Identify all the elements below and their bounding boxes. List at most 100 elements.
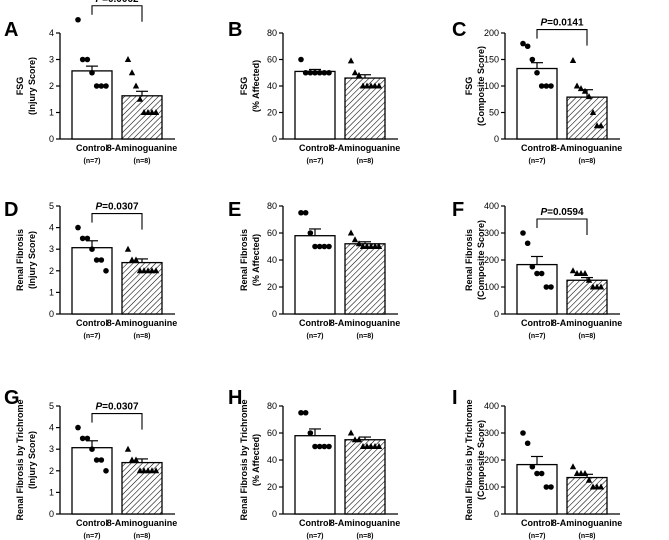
p-value-label-d: P=0.0307	[95, 202, 139, 213]
point-aminoguanine-g	[152, 467, 160, 474]
y-tick-label-f: 200	[484, 255, 499, 265]
point-aminoguanine-b	[347, 57, 355, 64]
point-control-b	[298, 56, 304, 63]
group-n-label-c: (n=7)	[529, 158, 546, 165]
ylabel-line-i: (Composite Score)	[476, 420, 486, 500]
group-n-label-g: (n=7)	[84, 533, 101, 540]
ylabel-line-a: FSG	[15, 77, 25, 96]
point-control-a	[79, 56, 86, 63]
group-n-label-b: (n=7)	[307, 158, 324, 165]
ylabel-line-h: Renal Fibrosis by Trichrome	[239, 399, 249, 520]
point-control-i	[524, 440, 531, 447]
p-value-label-c: P=0.0141	[540, 18, 584, 29]
point-control-b	[326, 69, 332, 76]
bar-control-a	[71, 70, 113, 140]
y-tick-label-g: 3	[49, 444, 54, 454]
y-tick-label-a: 4	[49, 28, 54, 38]
ylabel-line-i: Renal Fibrosis by Trichrome	[464, 399, 474, 520]
point-control-e	[321, 243, 328, 250]
y-tick-label-e: 20	[267, 282, 277, 292]
y-tick-label-g: 0	[49, 509, 54, 519]
point-aminoguanine-g	[124, 445, 132, 452]
category-label-f: 8-Aminoguanine	[552, 318, 623, 328]
y-tick-label-d: 5	[49, 201, 54, 211]
point-control-h	[302, 409, 309, 416]
bar-aminoguanine-c	[566, 96, 608, 140]
point-control-c	[524, 43, 531, 50]
point-aminoguanine-h	[347, 429, 355, 436]
bar-control-b	[294, 70, 336, 140]
bar-aminoguanine-h	[344, 439, 386, 515]
y-tick-label-h: 80	[267, 401, 277, 411]
ylabel-line-g: Renal Fibrosis by Trichrome	[15, 399, 25, 520]
point-control-b	[312, 69, 318, 76]
category-label-h: 8-Aminoguanine	[330, 518, 401, 528]
bar-control-g	[71, 447, 113, 515]
y-tick-label-f: 0	[494, 309, 499, 319]
y-tick-label-b: 80	[267, 28, 277, 38]
point-control-d	[103, 268, 109, 274]
point-aminoguanine-d	[132, 256, 140, 263]
point-aminoguanine-f	[573, 270, 581, 276]
p-value-label-a-p: P	[95, 0, 102, 5]
ylabel-line-c: (Composite Score)	[476, 46, 486, 126]
point-aminoguanine-c	[585, 93, 593, 100]
p-value-label-c-p: P	[540, 18, 547, 29]
ylabel-line-d: Renal Fibrosis	[15, 229, 25, 291]
panel-letter-e: E	[228, 199, 241, 221]
point-control-a	[103, 83, 109, 89]
point-control-h	[307, 430, 314, 436]
point-control-f	[548, 284, 554, 290]
ylabel-line-e: (% Affected)	[251, 234, 261, 286]
point-aminoguanine-c	[589, 109, 597, 115]
ylabel-line-f: (Composite Score)	[476, 220, 486, 300]
panel-letter-a: A	[4, 19, 18, 41]
point-aminoguanine-c	[569, 57, 577, 64]
panel-letter-h: H	[228, 387, 242, 409]
point-aminoguanine-h	[355, 436, 363, 443]
y-tick-label-h: 40	[267, 455, 277, 465]
point-aminoguanine-b	[351, 69, 359, 76]
p-value-label-f-value: =0.0594	[547, 207, 584, 218]
ylabel-line-c: FSG	[464, 77, 474, 96]
group-n-label-e: (n=8)	[357, 333, 374, 340]
point-aminoguanine-a	[124, 56, 132, 62]
point-control-f	[520, 230, 526, 236]
point-aminoguanine-a	[128, 69, 136, 76]
point-control-h	[321, 443, 328, 450]
point-control-i	[529, 463, 536, 470]
ylabel-line-f: Renal Fibrosis	[464, 229, 474, 291]
panel-d: D Renal Fibrosis (Injury Score) 0 1 2 3 4 5 Contr…	[4, 199, 177, 340]
y-tick-label-h: 20	[267, 482, 277, 492]
p-value-label-c-value: =0.0141	[547, 18, 584, 29]
point-control-d	[93, 257, 100, 263]
category-label-a: 8-Aminoguanine	[107, 143, 178, 153]
panel-i: I Renal Fibrosis by Trichrome (Composite S…	[452, 387, 622, 540]
category-label-e: Control	[299, 318, 331, 328]
bar-aminoguanine-e	[344, 243, 386, 315]
group-n-label-d: (n=8)	[134, 333, 151, 340]
point-control-g	[93, 457, 100, 463]
point-control-a	[98, 83, 105, 89]
p-value-label-g-value: =0.0307	[102, 402, 139, 413]
y-tick-label-a: 2	[49, 81, 54, 91]
point-control-e	[326, 243, 332, 250]
ylabel-line-a: (Injury Score)	[27, 57, 37, 115]
point-control-e	[302, 209, 309, 216]
point-control-i	[543, 484, 550, 490]
point-aminoguanine-b	[375, 82, 383, 89]
point-control-a	[75, 16, 81, 23]
point-control-d	[89, 246, 95, 252]
y-tick-label-i: 0	[494, 509, 499, 519]
point-aminoguanine-i	[577, 470, 585, 476]
point-control-c	[548, 83, 554, 89]
point-control-f	[534, 270, 540, 277]
point-control-i	[520, 430, 526, 436]
y-tick-label-a: 0	[49, 134, 54, 144]
group-n-label-e: (n=7)	[307, 333, 324, 340]
point-aminoguanine-i	[597, 483, 605, 490]
point-control-g	[103, 468, 109, 474]
category-label-h: Control	[299, 518, 331, 528]
point-control-i	[548, 484, 554, 490]
